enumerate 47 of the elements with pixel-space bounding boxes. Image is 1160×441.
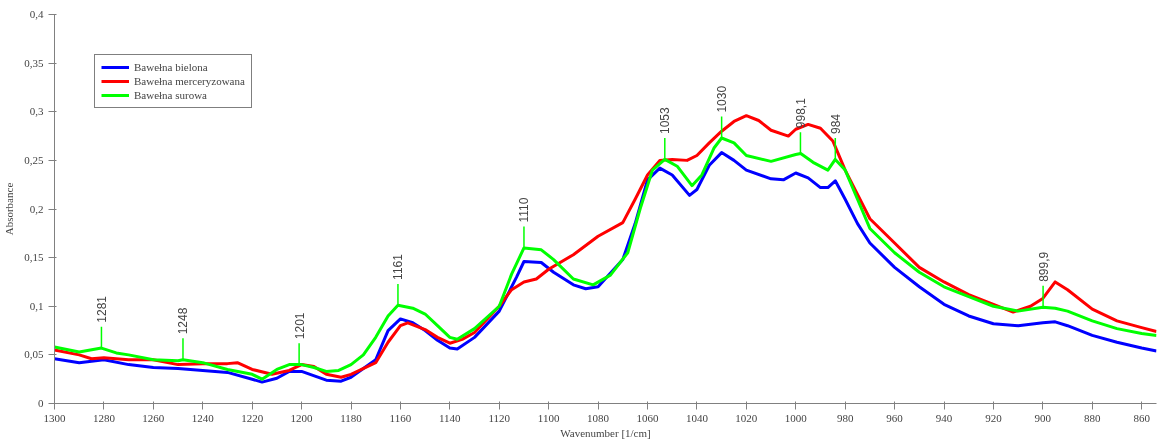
x-tick-label: 1020: [735, 411, 758, 424]
annotation: 1248: [176, 307, 191, 335]
x-axis-title: Wavenumber [1/cm]: [560, 426, 651, 439]
y-tick-label: 0,15: [24, 251, 44, 264]
x-tick-label: 980: [836, 411, 854, 424]
y-tick-label: 0,35: [24, 56, 44, 69]
annotation: 984: [828, 113, 843, 135]
x-tick-label: 1160: [389, 411, 412, 424]
x-tick-label: 1240: [191, 411, 215, 424]
y-tick-label: 0,4: [29, 8, 44, 20]
x-tick-label: 1060: [636, 411, 659, 424]
y-tick-label: 0,1: [29, 299, 44, 312]
x-tick-label: 880: [1084, 411, 1102, 424]
x-tick-label: 860: [1133, 411, 1151, 424]
annotation: 1201: [292, 312, 307, 340]
x-tick-label: 1100: [537, 411, 560, 424]
x-tick-label: 1140: [439, 411, 462, 424]
y-tick-label: 0,25: [24, 153, 44, 166]
annotation: 899,9: [1036, 251, 1051, 282]
x-tick-label: 1120: [488, 411, 511, 424]
x-tick-label: 920: [985, 411, 1003, 424]
legend-label: Bawełna merceryzowana: [134, 75, 245, 87]
x-tick-label: 960: [886, 411, 904, 424]
annotation: 1161: [391, 253, 406, 280]
y-tick-label: 0,2: [29, 202, 44, 215]
annotation: 1281: [94, 295, 109, 323]
x-tick-label: 1000: [784, 411, 808, 424]
y-tick-label: 0,05: [24, 348, 44, 361]
y-tick-label: 0: [38, 397, 44, 409]
x-tick-label: 900: [1034, 411, 1052, 424]
annotation: 1030: [715, 85, 730, 113]
x-tick-label: 1180: [340, 411, 363, 424]
x-tick-label: 1220: [241, 411, 264, 424]
x-tick-label: 1040: [685, 411, 709, 424]
x-tick-label: 1080: [587, 411, 610, 424]
x-tick-label: 1260: [142, 411, 165, 424]
legend-label: Bawełna bielona: [134, 61, 208, 73]
x-tick-label: 1280: [92, 411, 116, 424]
legend-label: Bawełna surowa: [134, 89, 208, 101]
annotation: 1110: [517, 197, 532, 223]
annotation: 998,1: [793, 97, 808, 129]
y-tick-label: 0,3: [29, 105, 44, 118]
annotation: 1053: [658, 106, 673, 135]
x-tick-label: 1200: [290, 411, 314, 424]
x-tick-label: 940: [935, 411, 953, 424]
x-tick-label: 1300: [43, 411, 66, 424]
y-axis-title: Absorbance: [3, 182, 16, 236]
